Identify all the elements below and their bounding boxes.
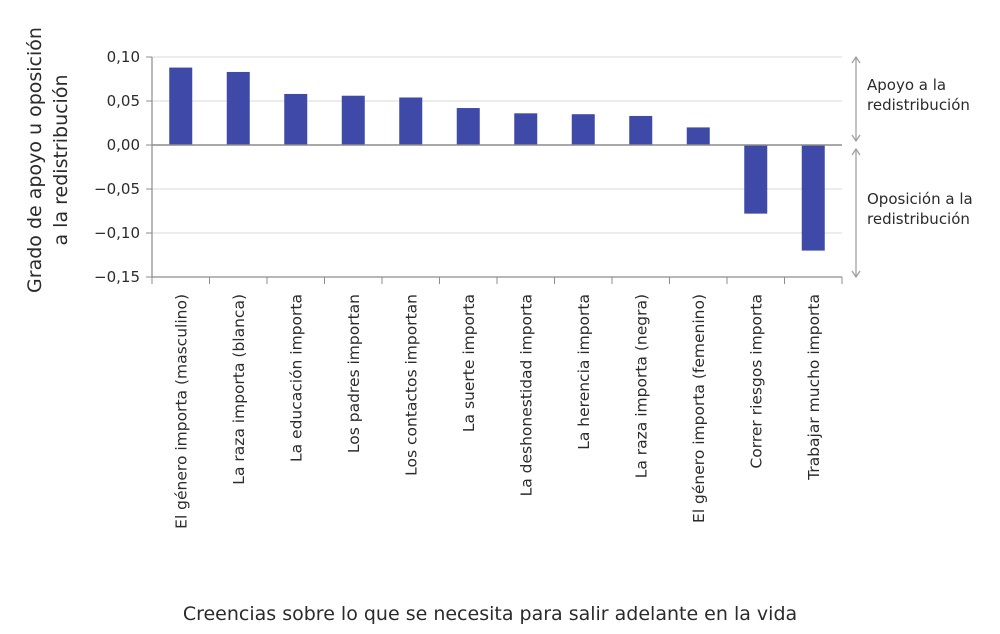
x-category-label: Los contactos importan [402, 294, 420, 476]
y-tick-label: 0,10 [107, 48, 140, 66]
y-axis-title-line-1: Grado de apoyo u oposición [24, 27, 46, 293]
annotation-label: redistribución [867, 210, 970, 228]
axes [146, 56, 843, 284]
y-axis-title-line-2: a la redistribución [50, 75, 72, 246]
y-tick-label: −0,05 [94, 180, 140, 198]
bar [341, 95, 365, 145]
gridlines [152, 56, 842, 234]
y-tick-labels: 0,10 0,05 0,00 −0,05 −0,10 −0,15 [94, 48, 140, 286]
x-category-label: La raza importa (blanca) [230, 294, 248, 485]
x-category-label: La deshonestidad importa [517, 294, 535, 496]
bar [686, 127, 710, 145]
x-category-label: Trabajar mucho importa [805, 294, 823, 481]
bar [744, 145, 768, 214]
annotations: Apoyo a la redistribución Oposición a la re… [851, 55, 973, 279]
x-category-label: La educación importa [287, 294, 305, 462]
x-category-label: El género importa (masculino) [172, 294, 190, 529]
bar [456, 108, 480, 145]
y-tick-label: −0,10 [94, 224, 140, 242]
bar [284, 93, 308, 145]
y-tick-label: 0,00 [107, 136, 140, 154]
bar [169, 67, 193, 145]
bar [801, 145, 825, 251]
x-category-label: Correr riesgos importa [747, 294, 765, 469]
x-category-label: El género importa (femenino) [690, 294, 708, 523]
annotation-arrowhead [851, 147, 861, 156]
bar [514, 113, 538, 145]
bars [169, 67, 825, 251]
annotation-arrowhead [851, 270, 861, 279]
bar [226, 71, 250, 145]
x-category-label: La suerte importa [460, 294, 478, 432]
x-category-label: La raza importa (negra) [632, 294, 650, 478]
x-category-label: Los padres importan [345, 294, 363, 453]
x-category-label: La herencia importa [575, 294, 593, 450]
y-tick-label: −0,15 [94, 268, 140, 286]
x-category-labels: El género importa (masculino) La raza imp… [172, 294, 823, 529]
bar [629, 115, 653, 145]
bar [571, 114, 595, 145]
y-tick-label: 0,05 [107, 92, 140, 110]
bar [399, 97, 423, 145]
annotation-label: Apoyo a la [867, 76, 946, 94]
annotation-arrowhead [851, 55, 861, 64]
annotation-arrowhead [851, 134, 861, 143]
annotation-label: Oposición a la [867, 190, 973, 208]
annotation-label: redistribución [867, 96, 970, 114]
x-axis-title: Creencias sobre lo que se necesita para … [183, 603, 797, 625]
